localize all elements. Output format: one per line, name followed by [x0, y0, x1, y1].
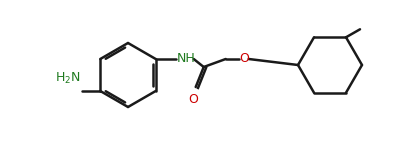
Text: H$_2$N: H$_2$N: [55, 71, 80, 86]
Text: O: O: [188, 93, 198, 106]
Text: NH: NH: [177, 52, 196, 66]
Text: O: O: [239, 52, 249, 66]
